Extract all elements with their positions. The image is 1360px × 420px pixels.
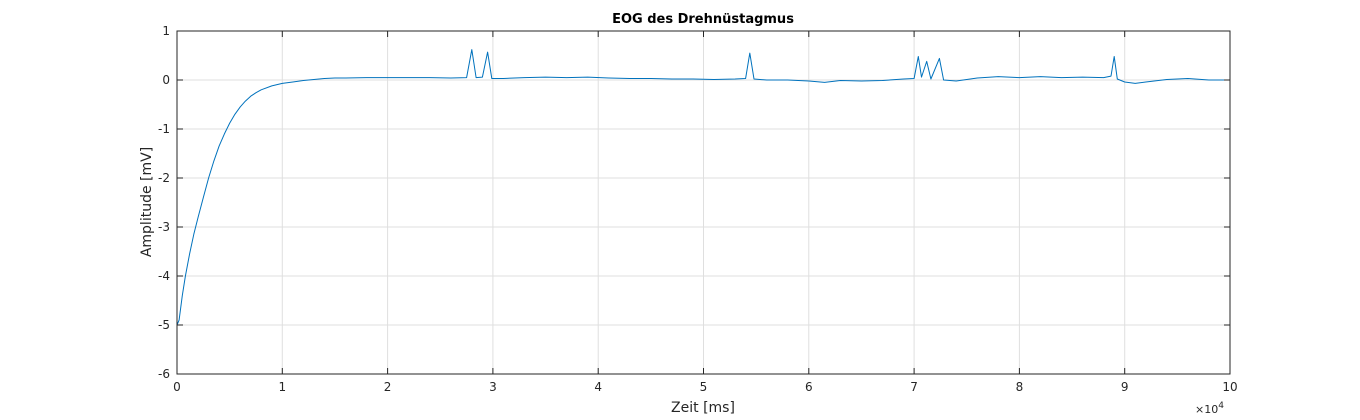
x-tick-label: 4: [594, 380, 602, 394]
x-tick-label: 7: [910, 380, 918, 394]
y-tick-label: -1: [158, 122, 170, 136]
y-tick-label: -2: [158, 171, 170, 185]
x-tick-labels: 0 1 2 3 4 5 6 7 8 9 10: [173, 380, 1237, 394]
y-tick-labels: 1 0 -1 -2 -3 -4 -5 -6: [158, 24, 170, 381]
x-tick-label: 9: [1121, 380, 1129, 394]
y-tick-label: 0: [162, 73, 170, 87]
x-exponent-power: 4: [1218, 401, 1224, 411]
y-tick-label: -6: [158, 367, 170, 381]
series-line: [176, 49, 1230, 326]
chart-title: EOG des Drehnüstagmus: [612, 12, 794, 27]
x-tick-label: 1: [278, 380, 286, 394]
x-tick-label: 2: [384, 380, 392, 394]
y-tick-label: -3: [158, 220, 170, 234]
x-tick-label: 10: [1222, 380, 1237, 394]
x-tick-label: 0: [173, 380, 181, 394]
ticks: [176, 30, 1231, 375]
x-exponent-label: ×104: [1195, 401, 1224, 416]
y-tick-label: -4: [158, 269, 170, 283]
x-tick-label: 5: [700, 380, 708, 394]
x-axis-label: Zeit [ms]: [671, 400, 735, 416]
x-tick-label: 8: [1016, 380, 1024, 394]
y-axis-label: Amplitude [mV]: [139, 147, 155, 257]
grid: [177, 31, 1230, 374]
series-group: [176, 49, 1230, 326]
y-tick-label: -5: [158, 318, 170, 332]
x-tick-label: 6: [805, 380, 813, 394]
x-tick-label: 3: [489, 380, 497, 394]
x-exponent-base: ×10: [1195, 403, 1218, 416]
y-tick-label: 1: [162, 24, 170, 38]
